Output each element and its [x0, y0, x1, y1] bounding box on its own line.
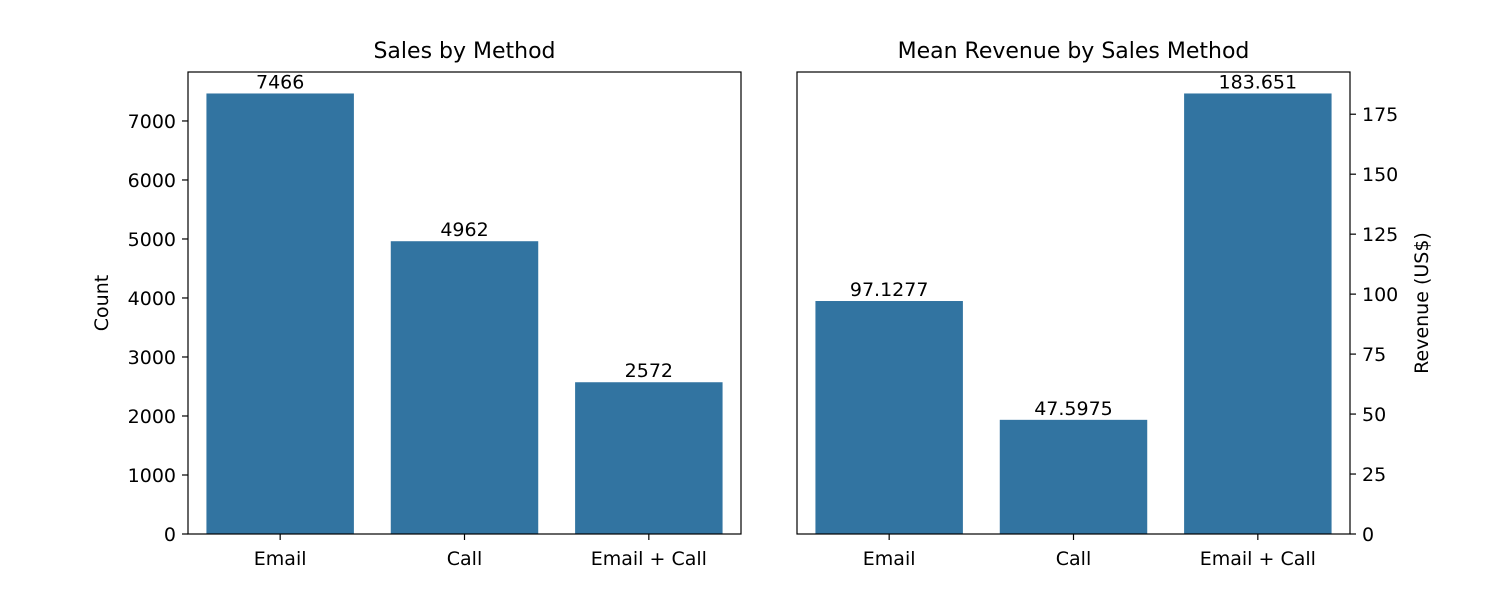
bar-0	[206, 93, 354, 534]
x-tick-label: Call	[1056, 548, 1091, 570]
y-tick-label: 0	[1362, 524, 1374, 546]
x-tick-label: Email	[254, 548, 307, 570]
x-tick-label: Email	[863, 548, 916, 570]
chart-title: Sales by Method	[373, 39, 555, 64]
mean-revenue-chart: 97.1277 47.5975 183.651 Email Call Email + Ca…	[796, 39, 1433, 570]
chart-title: Mean Revenue by Sales Method	[898, 39, 1250, 64]
bar-value-label: 97.1277	[850, 279, 929, 301]
bar-value-label: 4962	[440, 219, 488, 241]
x-tick-label: Email + Call	[591, 548, 707, 570]
y-tick-label: 5000	[128, 229, 176, 251]
y-tick-label: 100	[1362, 284, 1398, 306]
bar-2	[575, 382, 723, 534]
y-axis-label: Revenue (US$)	[1411, 232, 1433, 374]
bar-2	[1184, 93, 1332, 534]
y-tick-label: 3000	[128, 347, 176, 369]
bar-value-label: 47.5975	[1034, 398, 1113, 420]
y-tick-label: 150	[1362, 164, 1398, 186]
bar-0	[815, 301, 963, 534]
y-tick-label: 1000	[128, 465, 176, 487]
y-tick-label: 4000	[128, 288, 176, 310]
y-tick-label: 125	[1362, 224, 1398, 246]
bar-value-label: 2572	[625, 360, 673, 382]
y-axis-label: Count	[91, 275, 113, 331]
bar-value-label: 183.651	[1219, 71, 1298, 93]
y-tick-label: 2000	[128, 406, 176, 428]
bar-1	[999, 419, 1148, 534]
y-tick-label: 175	[1362, 104, 1398, 126]
y-tick-label: 0	[164, 524, 176, 546]
y-tick-label: 50	[1362, 404, 1386, 426]
x-tick-label: Call	[447, 548, 482, 570]
bar-1	[390, 241, 539, 534]
y-tick-label: 7000	[128, 111, 176, 133]
y-tick-label: 25	[1362, 464, 1386, 486]
bar-value-label: 7466	[256, 71, 304, 93]
y-tick-label: 6000	[128, 170, 176, 192]
x-tick-label: Email + Call	[1200, 548, 1316, 570]
y-tick-label: 75	[1362, 344, 1386, 366]
sales-by-method-chart: 7466 4962 2572 Email Call Email + Call 0 1000 20…	[91, 39, 742, 570]
